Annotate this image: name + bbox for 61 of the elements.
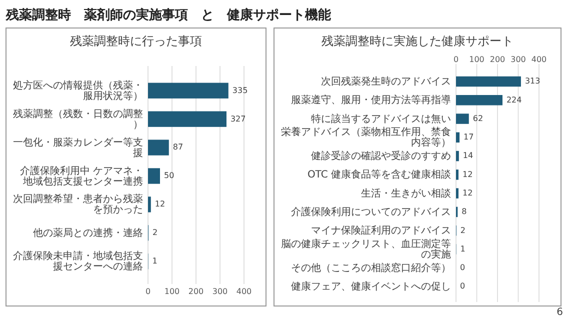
x-tick-label: 200	[188, 287, 204, 296]
x2-tick-label: 0	[453, 55, 459, 64]
bar	[148, 168, 160, 184]
y-tick-label: 健康フェア、健康イベントへの促し	[291, 280, 451, 292]
data-label: 14	[462, 151, 474, 160]
bar	[456, 132, 460, 143]
y-tick-label: 処方医への情報提供（残薬・服用状況等）	[13, 79, 143, 102]
x2-tick-label: 200	[490, 55, 506, 64]
y-tick-label: 特に該当するアドバイスは無い	[311, 112, 451, 125]
x2-tick-label: 300	[510, 55, 526, 64]
x-tick-label: 100	[164, 287, 180, 296]
data-label: 0	[460, 263, 466, 272]
y-tick-label: 介護保険利用中 ケアマネ・地域包括支援センター連携	[20, 164, 143, 187]
y-tick-label: マイナ保険証利用のアドバイス	[311, 224, 451, 236]
y-tick-label: 他の薬局との連携・連絡	[33, 226, 143, 239]
text: 6	[556, 307, 563, 318]
y-tick-label: 一包化・服薬カレンダー等支援	[13, 136, 143, 159]
data-label: 1	[152, 256, 158, 266]
bar	[456, 76, 521, 87]
chart-title: 残薬調整時に行った事項	[70, 34, 202, 48]
bar	[148, 196, 151, 212]
bar	[456, 95, 502, 106]
bar	[148, 140, 169, 156]
x-tick-label: 400	[236, 287, 252, 296]
y-tick-label: 健診受診の確認や受診のすすめ	[311, 150, 451, 162]
data-label: 327	[230, 114, 246, 124]
y-tick-label: 残薬調整（残数・日数の調整）	[13, 108, 143, 130]
data-label: 62	[472, 114, 484, 123]
data-label: 8	[462, 207, 467, 216]
x-tick-label: 300	[212, 287, 228, 296]
y-tick-label: OTC 健康食品等を含む健康相談	[307, 168, 451, 180]
data-label: 50	[164, 171, 174, 180]
data-label: 2	[460, 226, 466, 235]
x2-tick-label: 400	[531, 55, 547, 64]
data-label: 313	[524, 76, 540, 86]
data-label: 335	[232, 86, 248, 95]
y-tick-label: 服薬遵守、服用・使用方法等再指導	[291, 94, 451, 106]
x2-tick-label: 100	[469, 55, 484, 64]
data-label: 2	[152, 228, 158, 238]
bar	[148, 82, 228, 98]
y-tick-label: 次回残薬発生時のアドバイス	[321, 75, 451, 88]
data-label: 1	[460, 244, 466, 254]
data-label: 12	[462, 188, 473, 198]
bar	[148, 111, 226, 127]
y-tick-label: 栄養アドバイス（薬物相互作用、禁食内容等）	[281, 126, 451, 148]
data-label: 12	[154, 200, 166, 209]
text: 残薬調整時 薬剤師の実施事項 と 健康サポート機能	[5, 7, 332, 23]
y-tick-label: 介護保険未申請・地域包括支援センターへの連絡	[13, 250, 143, 272]
y-tick-label: 介護保険利用についてのアドバイス	[291, 206, 451, 218]
y-tick-label: 生活・生きがい相談	[361, 187, 451, 200]
y-tick-label: 次回調整希望・患者から残薬を預かった	[13, 192, 143, 216]
bar	[456, 150, 459, 162]
data-label: 224	[506, 95, 522, 104]
bar	[456, 114, 469, 124]
y-tick-label: その他（こころの相談窓口紹介等）	[291, 262, 451, 274]
data-label: 17	[464, 132, 474, 142]
x-tick-label: 0	[145, 287, 151, 296]
data-label: 87	[172, 142, 184, 152]
data-label: 12	[462, 170, 473, 179]
y-tick-label: 脳の健康チェックリスト、血圧測定等の実施	[281, 238, 451, 260]
chart-title: 残薬調整時に実施した健康サポート	[322, 34, 514, 48]
